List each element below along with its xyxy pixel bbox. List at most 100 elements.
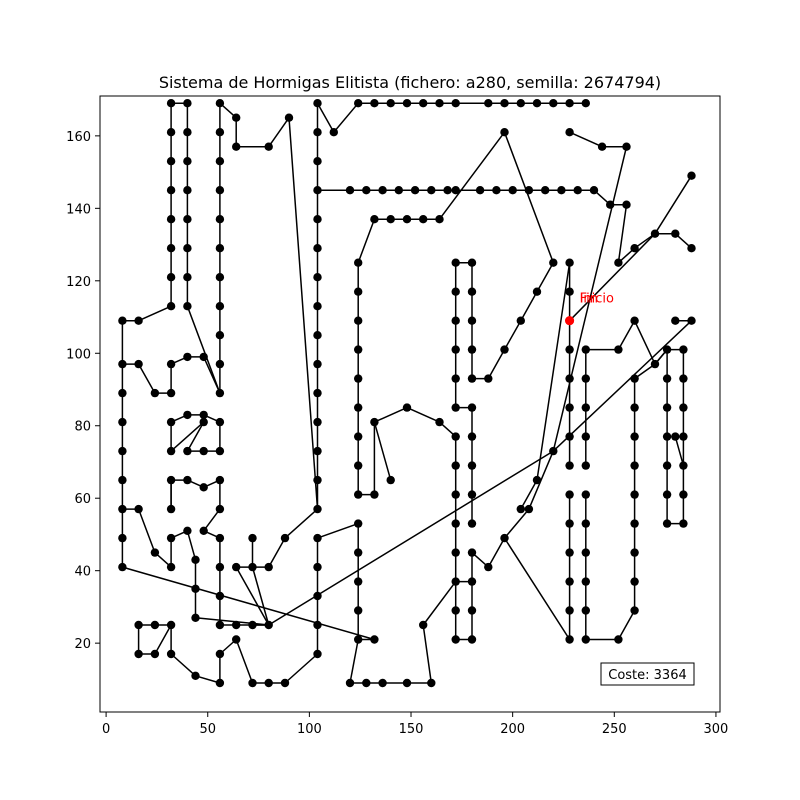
city-point (232, 635, 241, 644)
city-point (581, 345, 590, 354)
city-point (565, 519, 574, 528)
city-point (581, 635, 590, 644)
y-tick-label: 40 (74, 565, 91, 580)
city-point (524, 504, 534, 514)
x-tick-label: 0 (102, 722, 110, 737)
city-point (215, 475, 225, 485)
city-point (313, 157, 322, 166)
city-point (354, 519, 363, 528)
city-point (565, 490, 574, 499)
y-tick-label: 160 (66, 130, 91, 145)
city-point (516, 504, 525, 514)
cost-box: Coste: 3364 (600, 662, 695, 686)
city-point (451, 461, 460, 470)
city-point (215, 533, 225, 543)
city-point (264, 678, 273, 688)
city-point (532, 287, 542, 296)
city-point (484, 99, 493, 108)
city-point (166, 244, 176, 253)
city-point (565, 432, 574, 441)
city-point (565, 345, 574, 354)
city-point (630, 316, 639, 325)
city-point (191, 671, 200, 680)
city-point (215, 215, 225, 224)
city-point (687, 244, 696, 253)
city-point (215, 562, 225, 572)
city-point (150, 620, 160, 630)
city-point (524, 186, 534, 195)
city-point (183, 302, 192, 311)
city-point (166, 157, 176, 166)
city-point (427, 186, 436, 195)
city-point (199, 410, 208, 420)
city-point (313, 417, 322, 427)
y-tick-label: 80 (74, 420, 91, 435)
city-point (565, 287, 574, 296)
city-point (313, 446, 322, 456)
city-point (443, 186, 452, 195)
city-point (134, 316, 143, 325)
city-point (313, 186, 322, 195)
city-point (565, 606, 574, 615)
city-point (215, 388, 225, 398)
city-point (215, 302, 225, 311)
city-point (662, 519, 672, 528)
city-point (573, 186, 582, 195)
city-point (166, 504, 176, 514)
city-point (451, 635, 460, 644)
city-point (630, 374, 639, 383)
city-point (630, 519, 639, 528)
y-tick-label: 60 (74, 492, 91, 507)
y-tick-label: 20 (74, 637, 91, 652)
city-point (313, 533, 322, 543)
city-point (451, 258, 460, 267)
city-point (166, 417, 176, 427)
city-point (662, 403, 672, 412)
city-point (386, 215, 395, 224)
city-point (630, 244, 639, 253)
city-point (354, 577, 363, 586)
city-point (679, 345, 688, 354)
city-point (671, 432, 680, 441)
city-point (451, 374, 460, 383)
city-point (565, 128, 574, 137)
city-point (500, 128, 509, 137)
route-segment (170, 319, 693, 626)
city-point (215, 446, 225, 456)
city-point (378, 678, 387, 688)
city-point (166, 388, 176, 398)
special-point-label: Inicio (580, 292, 614, 307)
city-point (118, 388, 127, 398)
city-point (215, 186, 225, 195)
city-point (248, 620, 257, 630)
city-point (451, 403, 460, 412)
city-point (549, 258, 558, 267)
city-point (150, 548, 160, 557)
city-point (410, 186, 420, 195)
city-point (134, 620, 143, 630)
city-point (166, 273, 176, 282)
city-point (622, 200, 631, 209)
route-segment (349, 639, 359, 684)
city-point (451, 287, 460, 296)
city-point (199, 483, 208, 492)
city-point (354, 287, 363, 296)
city-point (354, 432, 363, 441)
city-point (500, 345, 509, 354)
route-segment (251, 538, 270, 626)
city-point (565, 99, 574, 108)
city-point (427, 678, 436, 688)
city-point (313, 244, 322, 253)
city-point (370, 490, 379, 499)
city-point (419, 215, 428, 224)
city-point (532, 475, 542, 485)
city-point (248, 533, 257, 543)
x-tick-label: 50 (199, 722, 216, 737)
city-point (451, 316, 460, 325)
city-point (166, 620, 176, 630)
city-point (215, 678, 225, 688)
city-point (614, 345, 623, 354)
city-point (662, 345, 672, 354)
city-point (118, 562, 127, 572)
